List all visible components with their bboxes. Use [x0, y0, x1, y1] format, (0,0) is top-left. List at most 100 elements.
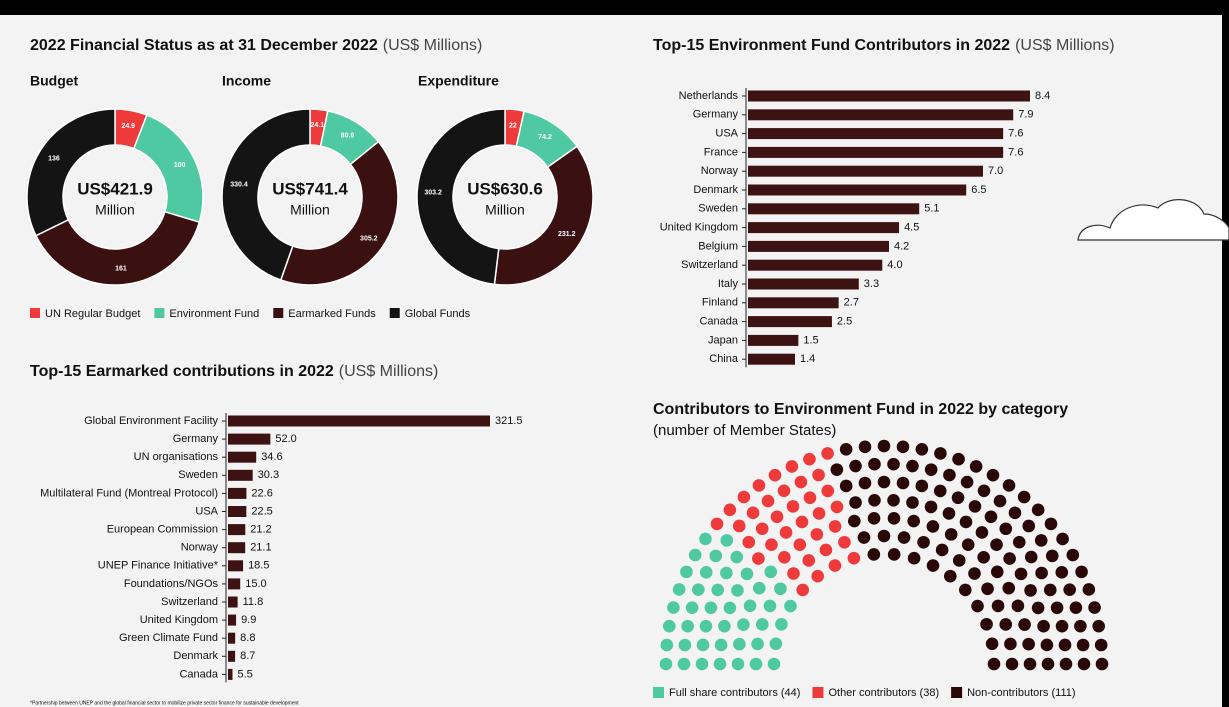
- seat-dot: [679, 639, 692, 652]
- legend-label: Full share contributors (44): [669, 687, 800, 699]
- chart-title: Top-15 Earmarked contributions in 2022(U…: [30, 363, 438, 380]
- seat-dot: [756, 618, 769, 631]
- bar-category: Norway: [701, 165, 739, 177]
- seat-dot: [934, 447, 947, 460]
- seat-dot: [927, 520, 940, 533]
- seat-dot: [661, 639, 674, 652]
- seat-dot: [981, 582, 994, 595]
- center-unit: Million: [95, 202, 135, 218]
- seat-dot: [906, 496, 919, 509]
- bar: [748, 222, 899, 233]
- seat-dot: [976, 526, 989, 539]
- seat-dot: [711, 584, 724, 597]
- seat-dot: [1003, 552, 1016, 565]
- seat-dot: [887, 494, 900, 507]
- bar: [748, 203, 919, 214]
- seat-dot: [934, 485, 947, 498]
- seat-dot: [820, 544, 833, 557]
- seat-dot: [878, 440, 891, 453]
- seat-dot: [699, 533, 712, 546]
- seat-dot: [802, 554, 815, 567]
- segment-label: 24.1: [311, 122, 325, 129]
- bar: [228, 470, 253, 481]
- seat-dot: [1024, 584, 1037, 597]
- seat-dot: [1006, 658, 1019, 671]
- seat-dot: [709, 550, 722, 563]
- seat-dot: [1059, 639, 1072, 652]
- seat-dot: [705, 601, 718, 614]
- seat-dot: [771, 510, 784, 523]
- bar-value: 1.5: [803, 334, 818, 346]
- seat-dot: [1004, 638, 1017, 651]
- bar-category: UNEP Finance Initiative*: [98, 560, 219, 572]
- seat-dot: [999, 618, 1012, 631]
- bar: [748, 335, 798, 346]
- seat-dot: [724, 504, 737, 517]
- legend-swatch: [273, 308, 283, 318]
- center-value: US$630.6: [467, 179, 543, 198]
- seat-dot: [916, 443, 929, 456]
- bar: [748, 241, 889, 252]
- segment-label: 80.9: [341, 132, 355, 139]
- seat-dot: [888, 512, 901, 525]
- bar-value: 7.9: [1018, 109, 1033, 121]
- seat-dot: [778, 484, 791, 497]
- seat-dot: [987, 469, 1000, 482]
- center-unit: Million: [290, 202, 330, 218]
- seat-dot: [878, 476, 891, 489]
- seat-dot: [868, 458, 881, 471]
- seat-dot: [751, 638, 764, 651]
- seat-dot: [994, 495, 1007, 508]
- donut-label: Income: [222, 73, 271, 89]
- seat-dot: [1022, 520, 1035, 533]
- seat-dot: [1022, 638, 1035, 651]
- bar: [228, 452, 256, 463]
- footnote: *Partnership between UNEP and the global…: [30, 700, 299, 706]
- seat-dot: [787, 567, 800, 580]
- seat-dot: [1056, 533, 1069, 546]
- seat-dot: [1045, 518, 1058, 531]
- bar: [228, 416, 490, 427]
- seat-dot: [925, 463, 938, 476]
- bar-value: 21.1: [250, 542, 271, 554]
- seat-dot: [804, 491, 817, 504]
- bar-value: 2.7: [844, 297, 859, 309]
- bar-category: USA: [715, 128, 738, 140]
- seat-dot: [971, 600, 984, 613]
- seat-dot: [887, 458, 900, 471]
- seat-dot: [764, 600, 777, 613]
- seat-dot: [731, 584, 744, 597]
- seat-dot: [943, 507, 956, 520]
- seat-dot: [1015, 568, 1028, 581]
- seat-dot: [762, 495, 775, 508]
- seat-dot: [715, 639, 728, 652]
- seat-dot: [811, 528, 824, 541]
- bar-value: 3.3: [864, 278, 879, 290]
- seat-dot: [952, 453, 965, 466]
- seat-dot: [787, 500, 800, 513]
- seat-dot: [962, 538, 975, 551]
- seat-dot: [741, 568, 754, 581]
- bar-category: Green Climate Fund: [119, 632, 218, 644]
- seat-dot: [730, 551, 743, 564]
- seat-dot: [1037, 620, 1050, 633]
- bar-value: 6.5: [971, 184, 986, 196]
- seat-dot: [988, 658, 1001, 671]
- title-main: Top-15 Earmarked contributions in 2022: [30, 363, 334, 380]
- title-main: 2022 Financial Status as at 31 December …: [30, 37, 378, 54]
- seat-dot: [756, 522, 769, 535]
- bar-value: 22.6: [251, 487, 272, 499]
- bar-value: 8.8: [240, 632, 255, 644]
- bar-category: United Kingdom: [660, 222, 738, 234]
- seat-dot: [718, 620, 731, 633]
- seat-dot: [999, 522, 1012, 535]
- legend-swatch: [653, 687, 664, 698]
- seat-dot: [673, 583, 686, 596]
- seat-dot: [686, 601, 699, 614]
- segment-label: 136: [48, 156, 60, 163]
- seat-dot: [680, 566, 693, 579]
- seat-dot: [990, 538, 1003, 551]
- seat-dot: [752, 552, 765, 565]
- seat-dot: [821, 447, 834, 460]
- seat-dot: [780, 526, 793, 539]
